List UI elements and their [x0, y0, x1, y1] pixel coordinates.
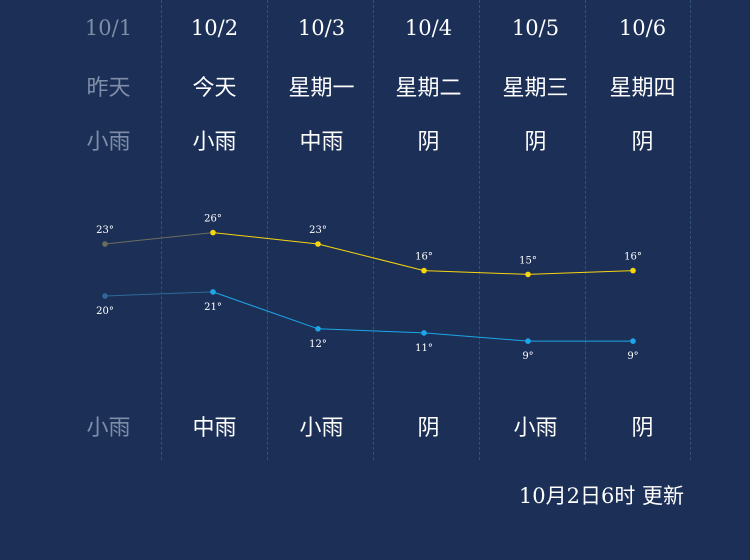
column-divider [373, 0, 374, 460]
low-temp-label: 9° [627, 351, 638, 362]
day-weekday: 昨天 [86, 76, 131, 101]
high-temp-line-segment [527, 270, 634, 275]
day-weekday: 星期二 [395, 76, 462, 101]
night-weather: 小雨 [86, 416, 131, 441]
column-divider [479, 0, 480, 460]
day-weather: 阴 [631, 130, 654, 155]
day-weather: 阴 [417, 130, 440, 155]
column-divider [161, 0, 162, 460]
high-temp-label: 16° [624, 252, 642, 263]
night-weather: 阴 [631, 416, 654, 441]
high-temp-line-segment [212, 232, 319, 245]
low-temp-label: 21° [204, 302, 222, 313]
day-weekday: 星期一 [288, 76, 355, 101]
low-temp-label: 11° [415, 343, 433, 354]
low-temp-point [630, 338, 636, 344]
low-temp-line-segment [317, 328, 425, 334]
day-weekday: 星期三 [502, 76, 569, 101]
day-date: 10/2 [190, 16, 239, 40]
column-divider [267, 0, 268, 460]
temperature-chart: 23° 26° 23° 16° 15° 16° 20° 21° 12° 11° 9° 9° [96, 214, 642, 363]
low-temp-point [210, 289, 216, 295]
high-temp-label: 26° [204, 214, 222, 225]
high-temp-point [525, 271, 531, 278]
low-temp-label: 20° [96, 306, 114, 317]
high-temp-point [630, 267, 636, 274]
day-date: 10/6 [618, 16, 667, 40]
day-date: 10/5 [511, 16, 560, 40]
low-temp-label: 9° [522, 351, 533, 362]
high-temp-label: 15° [519, 255, 537, 266]
day-date: 10/1 [84, 16, 133, 40]
day-weekday: 今天 [192, 76, 237, 101]
night-weather: 阴 [417, 416, 440, 441]
night-weather: 中雨 [192, 416, 237, 441]
low-temp-point [525, 338, 531, 344]
low-temp-point [315, 326, 321, 332]
day-weather: 小雨 [86, 130, 131, 155]
low-temp-line-segment [212, 291, 319, 330]
low-temp-label: 12° [309, 339, 327, 350]
day-date: 10/4 [404, 16, 453, 40]
day-weather: 小雨 [192, 130, 237, 155]
day-weekday: 星期四 [609, 76, 676, 101]
low-temp-point [102, 293, 108, 299]
high-temp-line-segment [104, 232, 214, 245]
day-weather: 阴 [524, 130, 547, 155]
high-temp-line-segment [317, 243, 425, 272]
high-temp-label: 16° [415, 252, 433, 263]
high-temp-point [210, 229, 216, 236]
column-divider [585, 0, 586, 460]
night-weather: 小雨 [299, 416, 344, 441]
low-temp-point [421, 330, 427, 336]
high-temp-point [102, 241, 108, 247]
high-temp-label: 23° [96, 225, 114, 236]
night-weather: 小雨 [513, 416, 558, 441]
high-temp-line-segment [423, 270, 529, 275]
low-temp-line-segment [423, 332, 529, 342]
high-temp-point [315, 241, 321, 247]
day-weather: 中雨 [299, 130, 344, 155]
low-temp-line-segment [104, 291, 214, 297]
high-temp-point [421, 267, 427, 274]
update-time: 10月2日6时 更新 [518, 484, 684, 508]
column-divider [690, 0, 691, 460]
day-date: 10/3 [297, 16, 346, 40]
high-temp-label: 23° [309, 225, 327, 236]
